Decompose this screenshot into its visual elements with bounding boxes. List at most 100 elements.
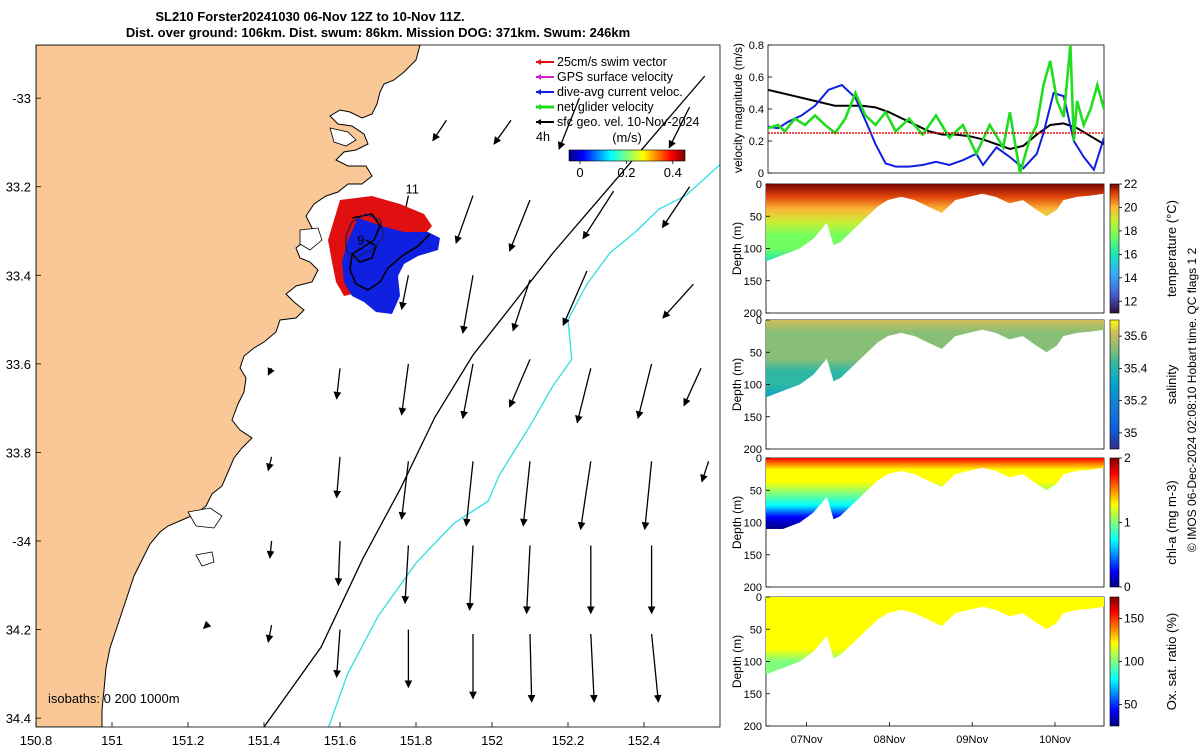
sfc-vector-0	[557, 97, 581, 150]
sfc-vector-26	[520, 461, 531, 527]
sfc-vector-3	[668, 106, 691, 149]
map-y-tick-label: 34.4	[6, 711, 31, 726]
sfc-vector-9	[399, 275, 410, 311]
sfc-vector-33	[466, 545, 474, 611]
oxygen-saturation-section-colorbar-label: Ox. sat. ratio (%)	[1164, 613, 1179, 711]
map-colorbar	[568, 149, 686, 162]
sfc-vector-44	[650, 633, 662, 703]
sfc-vector-15	[333, 368, 342, 400]
map-colorbar-title: (m/s)	[612, 130, 642, 145]
velocity-y-tick-label: 0.2	[749, 136, 764, 148]
oxygen-saturation-section-y-tick-label: 100	[744, 657, 762, 669]
map-y-tick-label: -34	[12, 534, 31, 549]
sfc-vector-19	[575, 368, 592, 424]
track-label-9: 9	[357, 232, 364, 247]
map-y-tick-label: 33.6	[6, 357, 31, 372]
temperature-section-colorbar-tick-label: 20	[1124, 200, 1138, 214]
salinity-section-colorbar-tick-label: 35.4	[1124, 361, 1148, 375]
figure-title-line-1: SL210 Forster20241030 06-Nov 12Z to 10-N…	[155, 9, 464, 24]
temperature-section-colorbar-tick-label: 12	[1124, 294, 1138, 308]
oxygen-saturation-section-colorbar-tick-label: 100	[1124, 655, 1144, 669]
map-x-tick-label: 152	[481, 733, 503, 748]
velocity-series-net	[768, 45, 1104, 173]
sfc-vector-10	[460, 275, 474, 334]
sfc-vector-11	[511, 279, 531, 332]
map-x-axis: 150.8 151 151.2 151.4 151.6 151.8 152 152.2 152.…	[20, 722, 660, 748]
sfc-vector-30	[266, 540, 275, 559]
map-x-tick-label: 151.8	[400, 733, 433, 748]
temperature-section: 0 50 100 150 200 Depth (m) 12 14 16 18 20 22 tempera…	[730, 177, 1179, 320]
time-tick-label: 10Nov	[1039, 734, 1071, 746]
chlorophyll-section-colorbar-tick-label: 0	[1124, 580, 1131, 594]
sfc-vector-21	[683, 368, 702, 407]
chlorophyll-section-colorbar-tick-label: 1	[1124, 516, 1131, 530]
map-y-tick-label: -33	[12, 91, 31, 106]
track-outline	[345, 213, 385, 259]
velocity-y-label: velocity magnitude (m/s)	[731, 43, 745, 173]
section-time-axis: 07Nov 08Nov 09Nov 10Nov	[791, 722, 1071, 746]
map-x-tick-label: 151	[101, 733, 123, 748]
sfc-vector-27	[577, 461, 592, 531]
chlorophyll-section-y-tick-label: 200	[744, 582, 762, 594]
glider-track-line	[349, 213, 431, 291]
map-x-tick-label: 151.2	[172, 733, 205, 748]
legend-sfc-arrowhead	[536, 119, 541, 125]
chlorophyll-section-y-tick-label: 50	[750, 485, 762, 497]
sfc-vector-14	[267, 367, 275, 376]
salinity-section-y-tick-label: 200	[744, 444, 762, 456]
sfc-vector-17	[460, 363, 474, 420]
salinity-section-y-tick-label: 100	[744, 380, 762, 392]
salinity-section-colorbar-tick-label: 35	[1124, 426, 1138, 440]
chlorophyll-section-colorbar-tick-label: 2	[1124, 451, 1131, 465]
legend-dive-label: dive-avg current veloc.	[557, 85, 683, 99]
sfc-vector-6	[508, 199, 531, 252]
temperature-section-y-tick-label: 100	[744, 244, 762, 256]
salinity-section-colorbar-label: salinity	[1164, 364, 1179, 404]
sfc-vector-24	[398, 461, 410, 520]
sfc-vector-43	[589, 633, 598, 703]
velocity-y-tick-label: 0.8	[749, 40, 764, 52]
sfc-vector-5	[454, 195, 474, 244]
legend-gps-label: GPS surface velocity	[557, 70, 674, 84]
map-y-tick-label: 34.2	[6, 623, 31, 638]
oxygen-saturation-section: 0 50 100 150 200 Depth (m) 50 100 150 Ox. sat. ra…	[730, 592, 1179, 733]
isobath-200m	[263, 75, 706, 727]
inlet-water	[187, 127, 357, 567]
figure-title-line-2: Dist. over ground: 106km. Dist. swum: 86…	[126, 25, 630, 40]
chlorophyll-section-y-tick-label: 100	[744, 518, 762, 530]
sfc-vector-29	[700, 461, 710, 483]
chlorophyll-section: 0 50 100 150 200 Depth (m) 0 1 2 chl-a (mg m-3)	[730, 451, 1179, 594]
temperature-section-colorbar-tick-label: 16	[1124, 247, 1138, 261]
legend-sfc-label: sfc geo. vel. 10-Nov-2024	[557, 115, 699, 129]
salinity-section-y-tick-label: 0	[756, 315, 762, 327]
chlorophyll-section-colorbar	[1109, 457, 1120, 588]
map-y-tick-label: 33.4	[6, 268, 31, 283]
legend-interval-label: 4h	[536, 130, 550, 144]
sfc-vector-31	[334, 540, 343, 586]
velocity-series	[768, 45, 1104, 173]
sfc-vector-22	[266, 456, 274, 472]
temperature-section-colorbar-tick-label: 14	[1124, 271, 1138, 285]
time-tick-label: 07Nov	[791, 734, 823, 746]
chlorophyll-section-colorbar-label: chl-a (mg m-3)	[1164, 480, 1179, 565]
sfc-vector-16	[398, 363, 410, 416]
sfc-vector-32	[401, 545, 410, 604]
salinity-section-y-tick-label: 150	[744, 412, 762, 424]
temperature-section-colorbar-label: temperature (°C)	[1164, 200, 1179, 297]
map-x-tick-label: 152.2	[552, 733, 585, 748]
salinity-section-y-label: Depth (m)	[730, 358, 744, 411]
map-colorbar-tick-label: 0.4	[664, 165, 682, 180]
velocity-y-tick-label: 0.6	[749, 72, 764, 84]
sfc-vector-field	[203, 97, 710, 703]
sfc-vector-2	[493, 119, 512, 145]
chlorophyll-section-y-tick-label: 150	[744, 550, 762, 562]
legend-dive-arrowhead	[536, 89, 541, 95]
glider-track-cluster	[328, 196, 440, 314]
velocity-plot-area	[767, 44, 1105, 174]
side-credit: © IMOS 06-Dec-2024 02:08:10 Hobart time.…	[1185, 248, 1199, 553]
oxygen-saturation-section-colorbar-tick-label: 150	[1124, 612, 1144, 626]
temperature-section-y-tick-label: 0	[756, 179, 762, 191]
temperature-section-colorbar-tick-label: 22	[1124, 177, 1138, 191]
